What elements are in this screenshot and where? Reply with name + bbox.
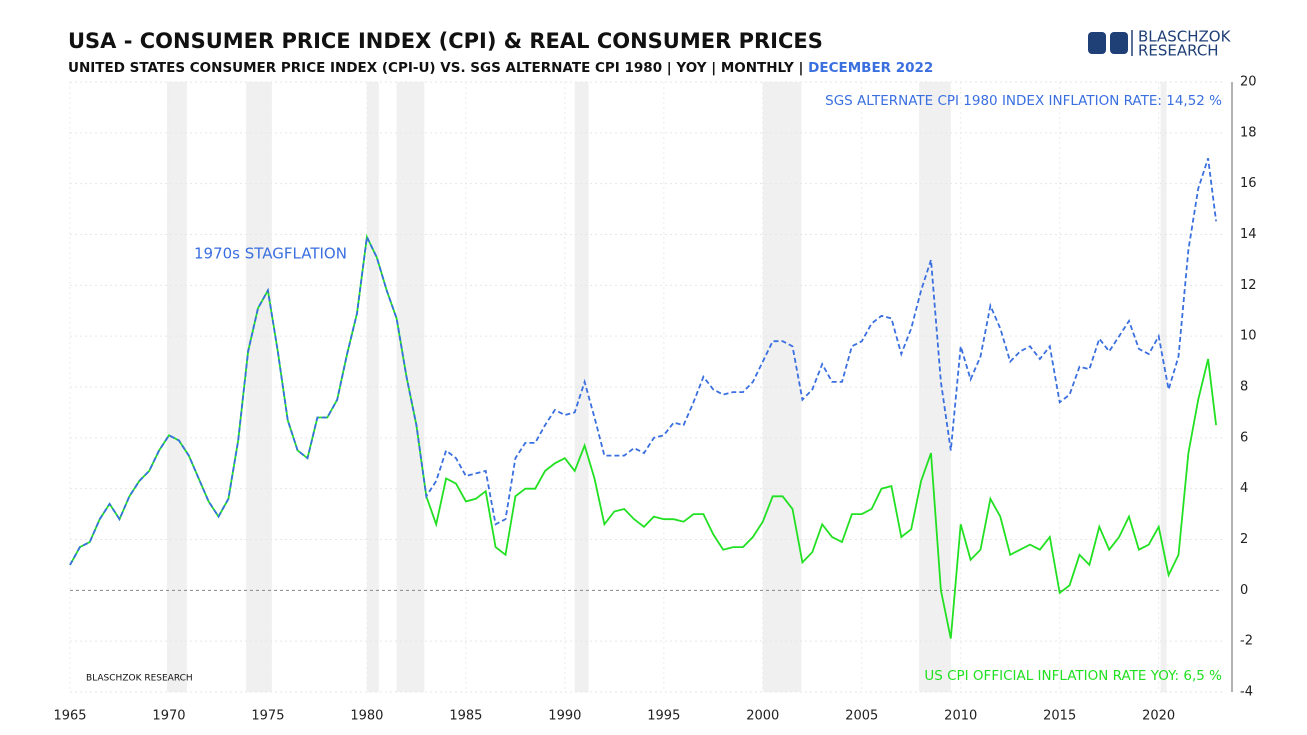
x-tick-label: 1975 <box>251 709 284 724</box>
y-tick-label: 12 <box>1240 278 1257 293</box>
x-tick-label: 2000 <box>746 709 779 724</box>
y-tick-label: 20 <box>1240 75 1257 90</box>
watermark: BLASCHZOK RESEARCH <box>86 674 193 684</box>
y-tick-label: 10 <box>1240 329 1257 344</box>
y-tick-label: 4 <box>1240 481 1248 496</box>
y-tick-label: 8 <box>1240 380 1248 395</box>
annotation: 1970s STAGFLATION <box>194 245 347 263</box>
x-tick-label: 1970 <box>152 709 185 724</box>
y-tick-label: 16 <box>1240 176 1257 191</box>
x-tick-label: 2020 <box>1142 709 1175 724</box>
logo-icon <box>1088 32 1106 54</box>
y-tick-label: -2 <box>1240 634 1253 649</box>
subtitle-date: DECEMBER 2022 <box>808 60 933 76</box>
chart-title: USA - CONSUMER PRICE INDEX (CPI) & REAL … <box>68 29 823 53</box>
recession-band <box>1160 82 1167 692</box>
y-tick-label: -4 <box>1240 685 1253 700</box>
logo-icon <box>1110 32 1128 54</box>
y-tick-label: 14 <box>1240 227 1257 242</box>
x-tick-label: 2005 <box>845 709 878 724</box>
recession-band <box>762 82 802 692</box>
x-tick-label: 1995 <box>647 709 680 724</box>
subtitle-text: UNITED STATES CONSUMER PRICE INDEX (CPI-… <box>68 60 808 76</box>
logo-text: BLASCHZOK <box>1138 28 1232 46</box>
plot-area <box>69 81 1222 693</box>
chart-subtitle: UNITED STATES CONSUMER PRICE INDEX (CPI-… <box>68 60 933 76</box>
annotation: SGS ALTERNATE CPI 1980 INDEX INFLATION R… <box>825 93 1222 109</box>
x-tick-label: 1985 <box>449 709 482 724</box>
y-tick-label: 18 <box>1240 125 1257 140</box>
x-tick-label: 1990 <box>548 709 581 724</box>
series-line <box>69 158 1217 566</box>
recession-band <box>366 82 379 692</box>
y-tick-label: 6 <box>1240 430 1248 445</box>
x-tick-label: 1965 <box>53 709 86 724</box>
annotation: US CPI OFFICIAL INFLATION RATE YOY: 6,5 … <box>924 668 1222 684</box>
x-tick-label: 2015 <box>1043 709 1076 724</box>
y-tick-label: 2 <box>1240 532 1248 547</box>
y-tick-label: 0 <box>1240 583 1248 598</box>
logo: BLASCHZOK RESEARCH <box>1088 28 1232 60</box>
x-tick-label: 1980 <box>350 709 383 724</box>
logo-text: RESEARCH <box>1138 42 1219 60</box>
x-tick-label: 2010 <box>944 709 977 724</box>
